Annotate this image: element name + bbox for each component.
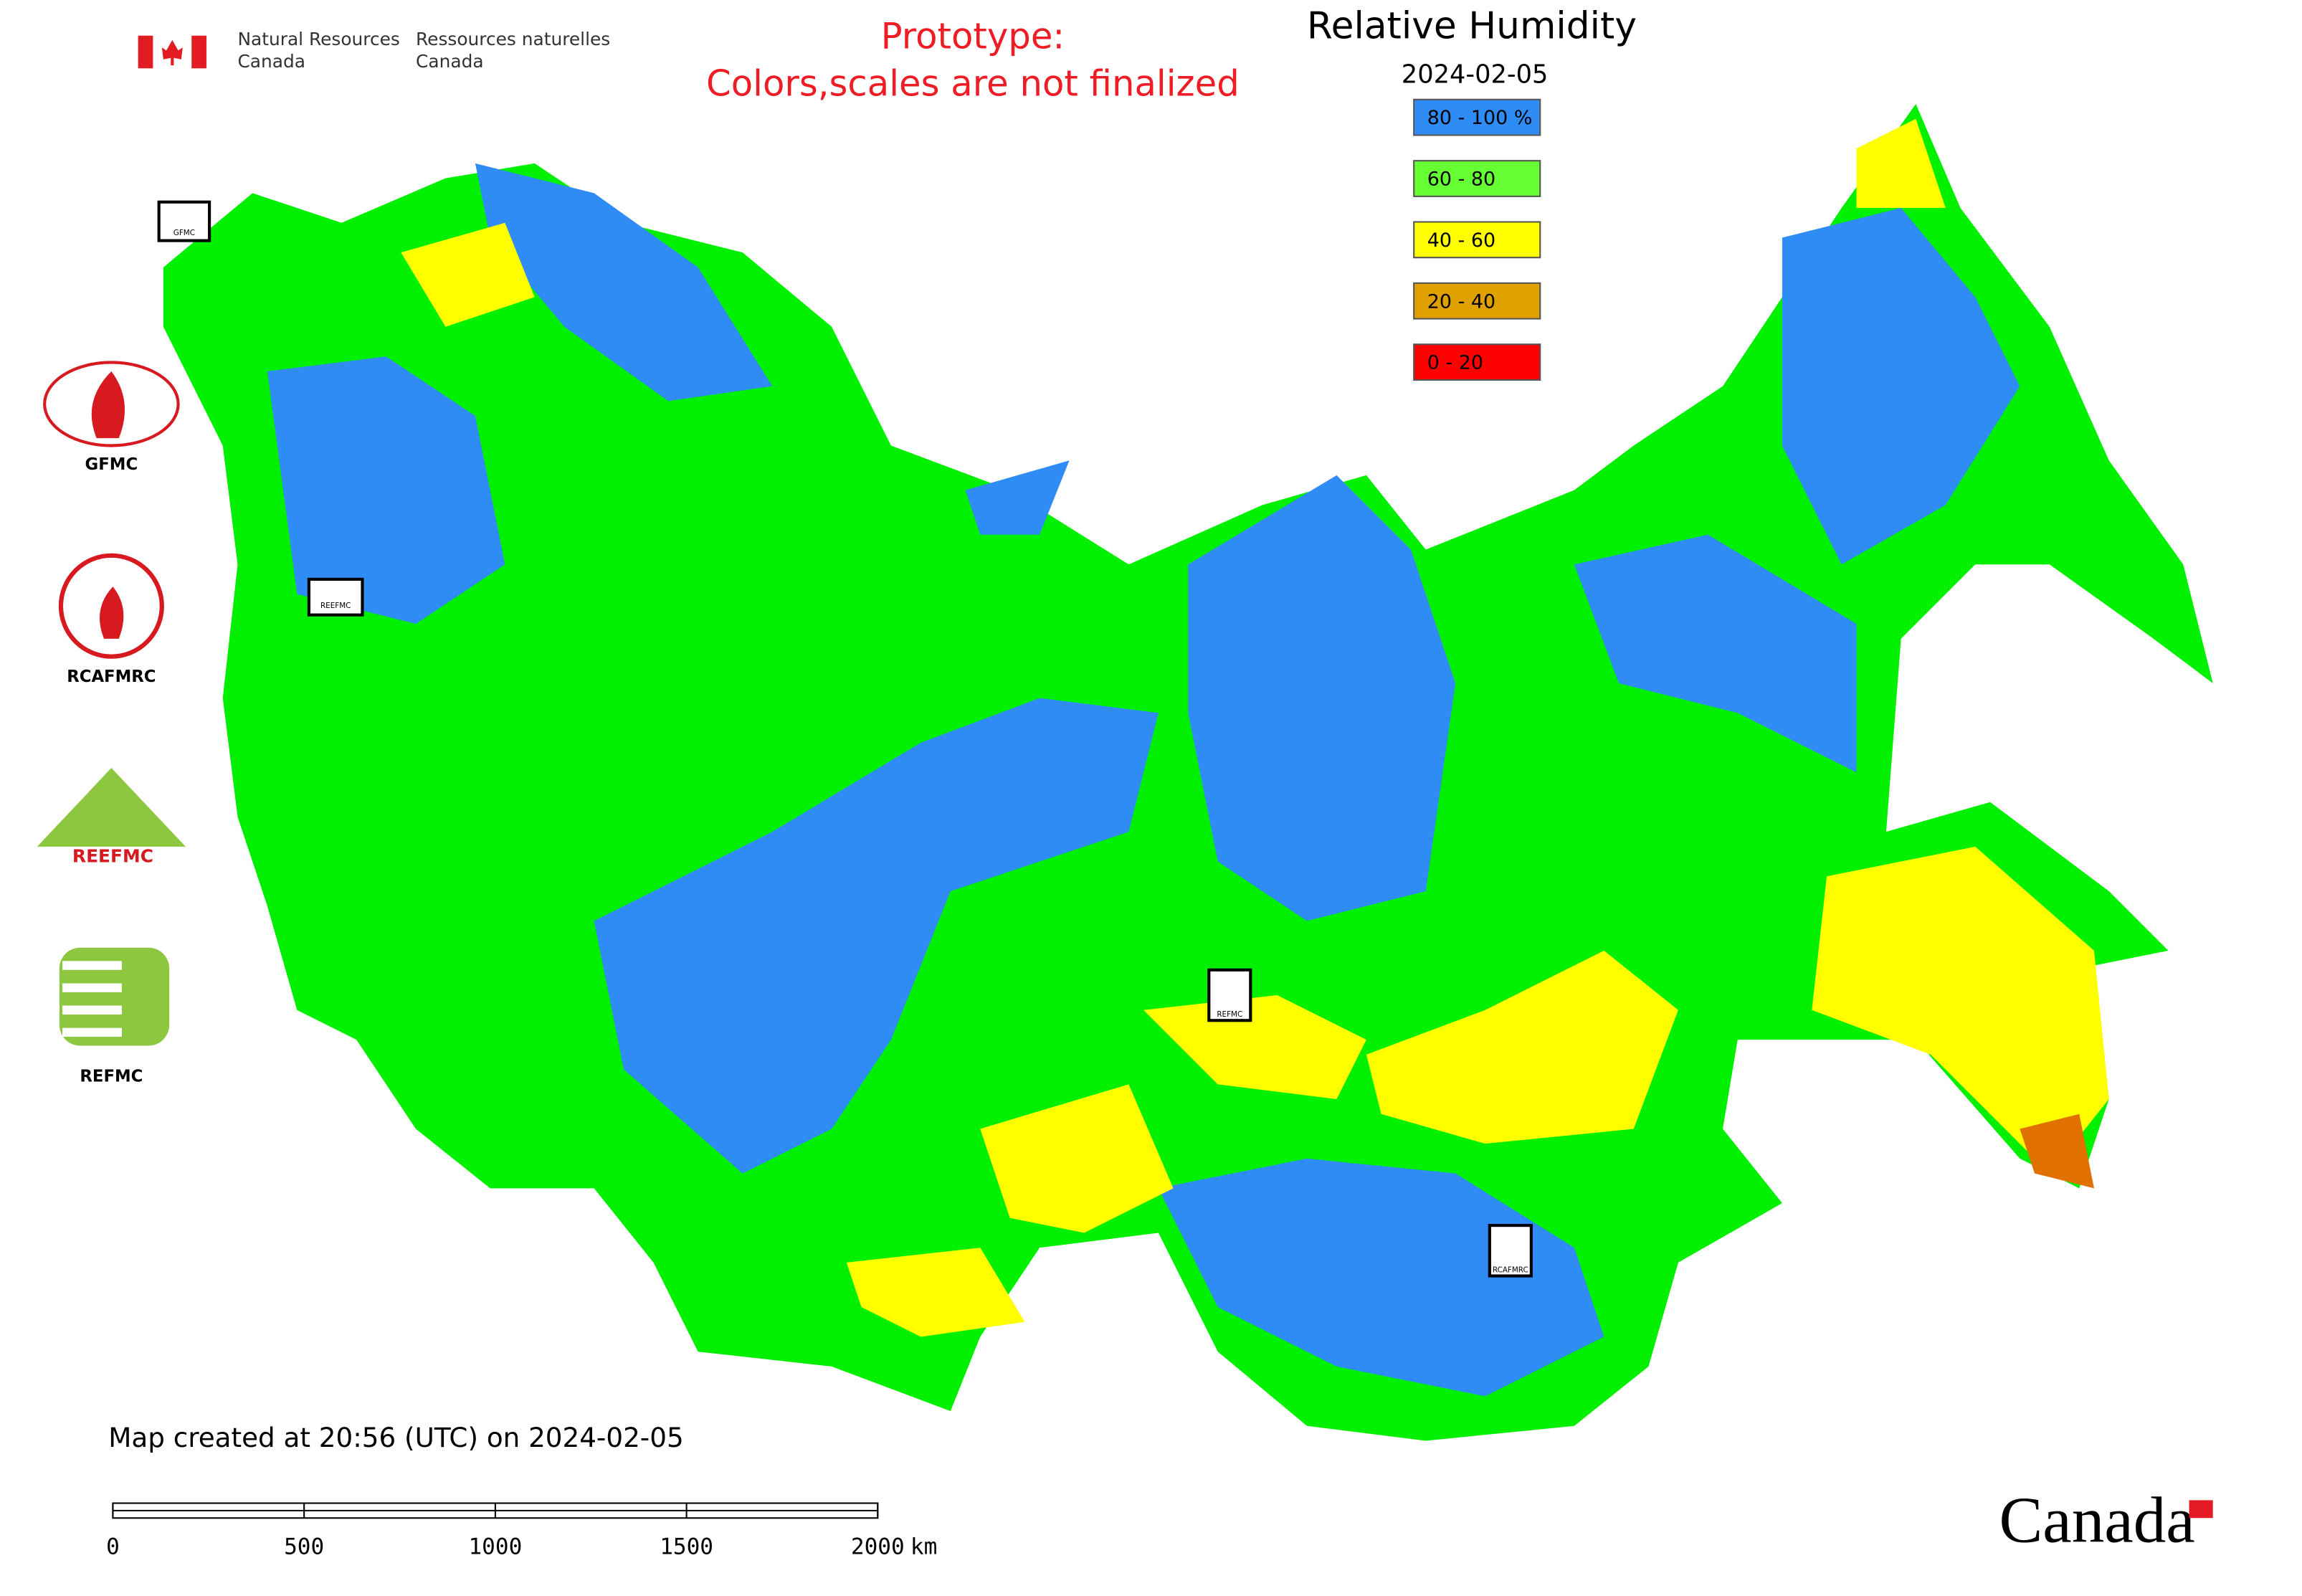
region: [1782, 208, 2020, 565]
scale-unit: km: [910, 1534, 937, 1560]
canada-wordmark: Canada: [1999, 1484, 2213, 1557]
marker-label: REFMC: [1217, 1010, 1242, 1019]
org-en: Canada: [237, 51, 305, 72]
scale-label: 1000: [468, 1534, 522, 1560]
legend-label: 20 - 40: [1427, 290, 1495, 313]
legend-label: 0 - 20: [1427, 352, 1483, 374]
marker-label: GFMC: [173, 229, 195, 237]
marker-label: RCAFMRC: [1493, 1265, 1528, 1274]
map-date: 2024-02-05: [1402, 60, 1549, 90]
legend-swatch: [1413, 282, 1541, 320]
region: [1574, 534, 1857, 773]
region: [1812, 846, 2109, 1174]
footer-note: Map created at 20:56 (UTC) on 2024-02-05: [108, 1422, 683, 1453]
island: [965, 460, 1070, 535]
region: [1856, 118, 1946, 209]
nrcan-signature: Natural Resources Canada Ressources natu…: [138, 29, 610, 72]
region: [1158, 1158, 1604, 1397]
region: [1143, 995, 1366, 1100]
legend-swatch: [1413, 221, 1541, 259]
scale-label: 0: [106, 1534, 120, 1560]
legend: 80 - 100 % 60 - 80 40 - 60 20 - 40 0 - 20: [1413, 98, 1541, 381]
legend-swatch: [1413, 98, 1541, 136]
region: [401, 222, 535, 327]
region: [2020, 1113, 2094, 1189]
legend-swatch: [1413, 160, 1541, 197]
wordmark: Canada: [1999, 1484, 2194, 1557]
map-markers: GFMC REEFMC REFMC RCAFMRC: [157, 200, 1533, 1278]
logo-label: REEFMC: [72, 845, 153, 866]
legend-label: 60 - 80: [1427, 168, 1495, 191]
region: [594, 698, 1159, 1174]
logo-label: REFMC: [80, 1067, 143, 1086]
scale-bar: 0 500 1000 1500 2000 km: [106, 1502, 937, 1560]
map: [163, 104, 2213, 1441]
logo-label: RCAFMRC: [67, 668, 156, 686]
region: [1366, 950, 1678, 1144]
marker-label: REEFMC: [320, 602, 351, 610]
legend-swatch: [1413, 343, 1541, 381]
logo-label: GFMC: [85, 455, 138, 474]
map-title: Relative Humidity: [1307, 4, 1637, 47]
scale-label: 500: [284, 1534, 324, 1560]
notice: Prototype:: [881, 15, 1065, 57]
org-en: Natural Resources: [237, 29, 399, 49]
region: [846, 1248, 1025, 1337]
scale-label: 1500: [660, 1534, 713, 1560]
region: [980, 1084, 1174, 1233]
notice: Colors,scales are not finalized: [706, 63, 1240, 105]
org-fr: Ressources naturelles: [416, 29, 610, 49]
logos: GFMC RCAFMRC REEFMC REFMC: [37, 361, 186, 1086]
org-fr: Canada: [416, 51, 484, 72]
region: [1188, 475, 1456, 921]
region: [475, 163, 773, 402]
legend-label: 80 - 100 %: [1427, 107, 1533, 129]
region: [267, 356, 505, 624]
scale-label: 2000: [851, 1534, 905, 1560]
legend-label: 40 - 60: [1427, 229, 1495, 252]
